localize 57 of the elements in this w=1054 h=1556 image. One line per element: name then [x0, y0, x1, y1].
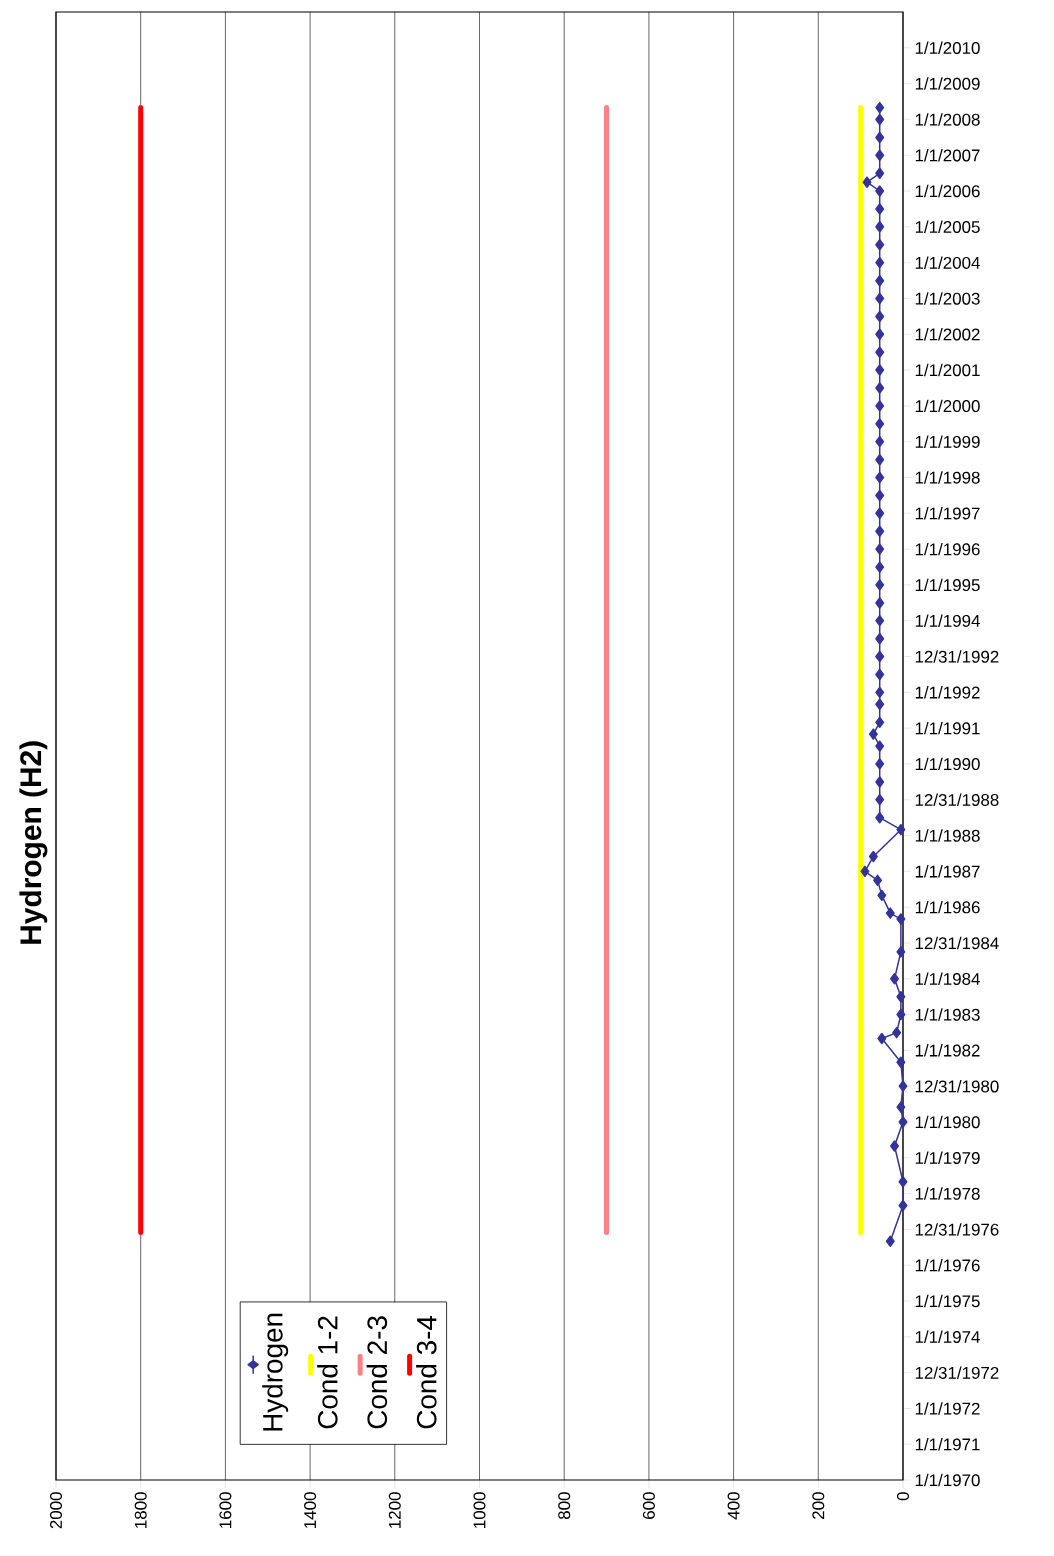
x-tick-label: 1200	[388, 1492, 401, 1528]
y-tick-label: 1/1/2008	[915, 113, 980, 126]
y-tick-label: 1/1/1995	[915, 578, 980, 592]
y-tick-label: 12/31/1976	[915, 1223, 999, 1236]
y-tick-label: 1/1/1974	[915, 1330, 980, 1343]
legend-label: Cond 3-4	[416, 1315, 437, 1429]
x-tick-label: 600	[642, 1492, 655, 1519]
y-tick-label: 12/31/1984	[915, 936, 999, 950]
x-tick-label: 1600	[219, 1492, 232, 1528]
y-tick-label: 1/1/1991	[915, 721, 980, 735]
y-tick-label: 1/1/1976	[915, 1259, 980, 1272]
y-tick-label: 1/1/1996	[915, 542, 980, 556]
y-tick-label: 1/1/2003	[915, 292, 980, 305]
y-tick-label: 1/1/1978	[915, 1187, 980, 1200]
y-tick-label: 1/1/2001	[915, 363, 980, 377]
y-tick-label: 1/1/1982	[915, 1044, 980, 1057]
y-tick-label: 1/1/1980	[915, 1115, 980, 1129]
y-tick-label: 1/1/1971	[915, 1438, 980, 1451]
y-tick-label: 1/1/1972	[915, 1402, 980, 1415]
y-tick-label: 1/1/1986	[915, 900, 980, 914]
y-tick-label: 1/1/1999	[915, 435, 980, 448]
y-tick-label: 1/1/1992	[915, 686, 980, 699]
x-tick-label: 1800	[134, 1492, 147, 1528]
y-tick-label: 1/1/1990	[915, 757, 980, 771]
y-tick-label: 1/1/1988	[915, 829, 980, 842]
y-tick-label: 12/31/1972	[915, 1366, 999, 1379]
y-tick-label: 1/1/1987	[915, 865, 980, 878]
x-tick-label: 0	[897, 1492, 909, 1501]
y-tick-label: 1/1/1994	[915, 614, 980, 627]
legend-label: Cond 2-3	[366, 1316, 388, 1429]
y-tick-label: 1/1/2010	[915, 41, 980, 55]
y-tick-label: 1/1/1979	[915, 1151, 980, 1164]
y-tick-label: 1/1/2007	[915, 149, 980, 162]
y-tick-label: 1/1/2002	[915, 328, 980, 341]
x-tick-label: 400	[727, 1492, 740, 1520]
y-tick-label: 1/1/1997	[915, 507, 980, 520]
y-tick-label: 1/1/2005	[915, 220, 980, 234]
x-tick-label: 1000	[473, 1492, 486, 1528]
y-tick-label: 1/1/1998	[915, 471, 980, 484]
y-tick-label: 1/1/1970	[915, 1473, 980, 1487]
y-tick-label: 1/1/2009	[915, 77, 980, 90]
y-tick-label: 1/1/1984	[915, 972, 980, 985]
x-tick-label: 2000	[49, 1492, 62, 1529]
y-tick-label: 1/1/1983	[915, 1008, 980, 1021]
y-tick-label: 1/1/2000	[915, 399, 980, 413]
y-tick-label: 1/1/2004	[915, 256, 980, 269]
text: Hydrogen (H2)	[19, 741, 48, 944]
y-tick-label: 1/1/2006	[915, 184, 980, 198]
legend-label: Hydrogen	[262, 1313, 289, 1431]
y-tick-label: 12/31/1988	[915, 793, 999, 806]
x-tick-label: 800	[558, 1492, 571, 1520]
y-tick-label: 12/31/1980	[915, 1080, 999, 1093]
legend-label: Cond 1-2	[317, 1316, 338, 1429]
x-tick-label: 1400	[304, 1492, 317, 1528]
x-tick-label: 200	[812, 1492, 825, 1519]
y-tick-label: 1/1/1975	[915, 1294, 980, 1308]
y-tick-label: 12/31/1992	[915, 650, 999, 663]
